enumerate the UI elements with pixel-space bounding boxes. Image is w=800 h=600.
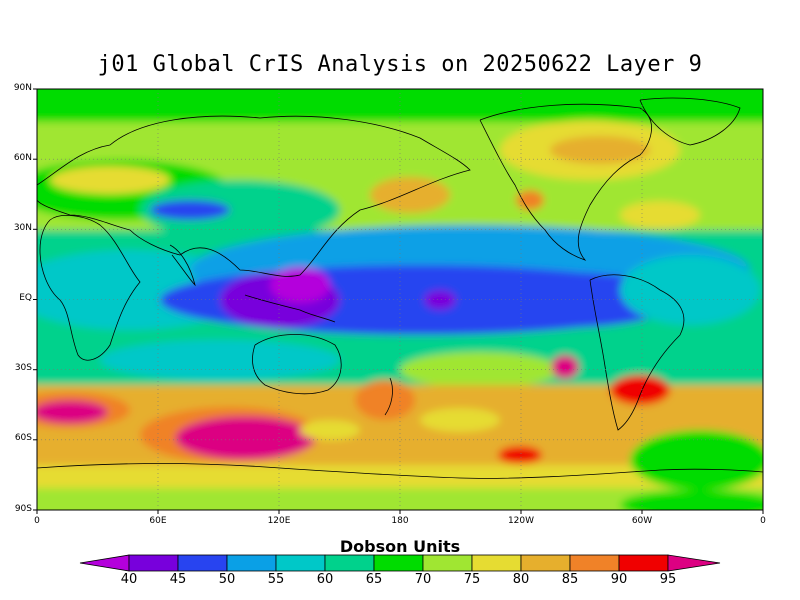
colorbar-segment — [226, 554, 277, 572]
colorbar-segment — [520, 554, 571, 572]
lat-label: 90S — [14, 504, 32, 514]
colorbar-label: 40 — [120, 572, 138, 587]
lat-label: 60N — [13, 153, 32, 163]
colorbar-arrow-right — [667, 554, 721, 572]
graticule — [37, 89, 763, 510]
lon-label: 180 — [391, 516, 409, 526]
colorbar-segment — [128, 554, 179, 572]
colorbar-segment — [618, 554, 669, 572]
colorbar-label: 85 — [561, 572, 579, 587]
colorbar-segment — [373, 554, 424, 572]
colorbar-label: 95 — [659, 572, 677, 587]
colorbar-label: 65 — [365, 572, 383, 587]
colorbar-label: 55 — [267, 572, 285, 587]
colorbar-segment — [471, 554, 522, 572]
ozone-field — [37, 89, 763, 510]
colorbar — [79, 554, 721, 572]
lat-label: 30N — [13, 223, 32, 233]
coastlines — [37, 97, 763, 479]
lon-label: 120W — [507, 516, 535, 526]
colorbar-segment — [177, 554, 228, 572]
lat-label: EQ — [19, 293, 32, 303]
lon-label: 60E — [149, 516, 167, 526]
colorbar-segment — [569, 554, 620, 572]
colorbar-segment — [324, 554, 375, 572]
colorbar-label: 50 — [218, 572, 236, 587]
colorbar-segment — [275, 554, 326, 572]
lat-label: 90N — [13, 83, 32, 93]
colorbar-label: 90 — [610, 572, 628, 587]
lon-label: 0 — [34, 516, 40, 526]
colorbar-label: 80 — [512, 572, 530, 587]
colorbar-title: Dobson Units — [339, 537, 461, 556]
lat-label: 60S — [14, 433, 32, 443]
map-tick-marks — [33, 88, 764, 514]
lon-label: 0 — [760, 516, 766, 526]
colorbar-label: 45 — [169, 572, 187, 587]
colorbar-label: 60 — [316, 572, 334, 587]
lon-label: 60W — [631, 516, 653, 526]
colorbar-arrow-left — [79, 554, 130, 572]
map-title: j01 Global CrIS Analysis on 20250622 Lay… — [97, 52, 703, 77]
lat-label: 30S — [14, 363, 32, 373]
colorbar-label: 70 — [414, 572, 432, 587]
colorbar-segment — [422, 554, 473, 572]
colorbar-label: 75 — [463, 572, 481, 587]
lon-label: 120E — [267, 516, 291, 526]
